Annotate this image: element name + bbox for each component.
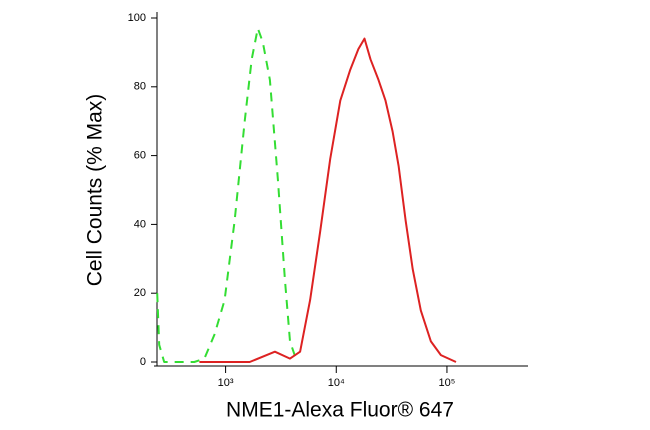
y-tick-label: 60 bbox=[134, 150, 146, 162]
y-tick-label: 20 bbox=[134, 287, 146, 299]
histogram-line bbox=[156, 27, 298, 363]
y-tick-label: 80 bbox=[134, 81, 146, 93]
x-tick-label: 10⁵ bbox=[439, 377, 456, 389]
y-tick-label: 0 bbox=[140, 356, 146, 368]
histogram-line bbox=[199, 37, 457, 363]
x-tick-label: 10³ bbox=[218, 377, 234, 389]
y-tick-label: 40 bbox=[134, 218, 146, 230]
x-axis-title: NME1-Alexa Fluor® 647 bbox=[226, 399, 454, 422]
y-axis-title: Cell Counts (% Max) bbox=[84, 94, 107, 287]
y-tick-label: 100 bbox=[128, 12, 146, 24]
x-tick-label: 10⁴ bbox=[328, 377, 345, 389]
